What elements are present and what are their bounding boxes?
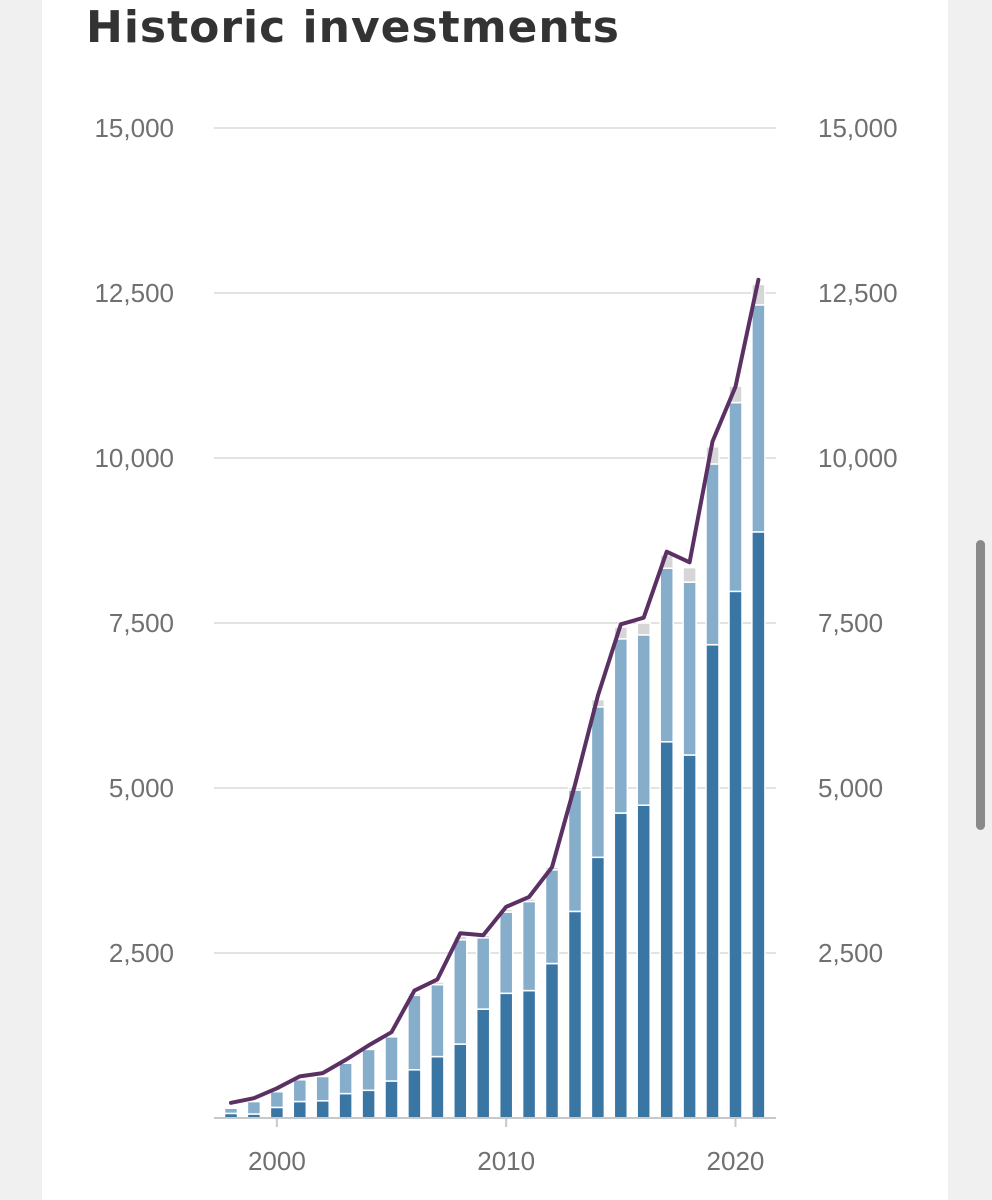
y-tick-label-right: 12,500	[818, 278, 898, 308]
bar-segment-2009-series-2	[475, 937, 491, 1010]
bar-segment-2007-series-2	[430, 983, 445, 1058]
bar-segment-2001-series-1	[292, 1100, 308, 1119]
bar-segment-2021-series-2	[751, 304, 766, 533]
bar-segment-2016-series-2	[636, 634, 651, 806]
bar-segment-2011-series-1	[521, 989, 537, 1119]
y-tick-label-right: 2,500	[818, 938, 883, 968]
bar-segment-2012-series-1	[544, 962, 560, 1119]
y-tick-label-left: 7,500	[109, 608, 174, 638]
bar-segment-1998-series-3	[223, 1106, 239, 1109]
bar-segment-2018-series-1	[682, 754, 697, 1119]
y-tick-label-left: 15,000	[94, 113, 174, 143]
bar-segment-2002-series-2	[315, 1075, 330, 1102]
bar-segment-1998-series-2	[223, 1107, 239, 1115]
y-tick-label-left: 10,000	[94, 443, 174, 473]
y-tick-label-left: 2,500	[109, 938, 174, 968]
y-tick-label-right: 10,000	[818, 443, 898, 473]
bar-segment-2000-series-1	[269, 1106, 285, 1119]
bar-segment-2014-series-2	[590, 706, 606, 859]
bar-segment-2012-series-2	[544, 869, 560, 965]
bar-segment-2005-series-1	[384, 1080, 399, 1119]
bar-segment-2002-series-1	[315, 1100, 330, 1119]
bar-segment-2017-series-2	[659, 567, 674, 743]
bar-segment-2020-series-2	[728, 401, 743, 593]
bar-segment-2003-series-1	[338, 1092, 353, 1119]
total-line-layer	[229, 277, 761, 1105]
bar-segment-2015-series-2	[613, 638, 629, 814]
bar-segment-2019-series-2	[705, 463, 720, 646]
bar-segment-2000-series-2	[269, 1090, 285, 1109]
bar-segment-2008-series-1	[453, 1043, 468, 1119]
x-tick-label: 2020	[707, 1146, 765, 1176]
bar-segment-2014-series-1	[590, 856, 606, 1119]
y-tick-label-right: 7,500	[818, 608, 883, 638]
bar-segment-2011-series-2	[521, 900, 537, 992]
bar-segment-2013-series-1	[567, 910, 583, 1119]
bar-segment-2021-series-1	[751, 531, 766, 1119]
bar-segment-2004-series-2	[361, 1048, 376, 1092]
bar-segment-2006-series-2	[407, 994, 422, 1071]
x-tick-label: 2010	[477, 1146, 535, 1176]
bar-segment-2006-series-1	[407, 1069, 422, 1119]
y-tick-label-left: 12,500	[94, 278, 174, 308]
bar-segment-2004-series-1	[361, 1089, 376, 1119]
bar-segment-2020-series-1	[728, 590, 743, 1119]
bar-segment-2016-series-1	[636, 804, 651, 1119]
bar-segment-2018-series-3	[682, 566, 697, 583]
bar-segment-1999-series-2	[246, 1100, 262, 1115]
bar-segment-2017-series-1	[659, 741, 674, 1119]
bar-segment-2010-series-2	[498, 911, 514, 995]
bar-segment-2016-series-3	[636, 622, 651, 636]
total-line	[229, 277, 761, 1105]
bar-segment-2007-series-1	[430, 1055, 445, 1119]
y-tick-label-right: 15,000	[818, 113, 898, 143]
bar-segment-2009-series-1	[475, 1008, 491, 1119]
grid-lines	[214, 127, 776, 954]
scrollbar[interactable]	[976, 540, 985, 830]
y-tick-label-right: 5,000	[818, 773, 883, 803]
bar-segment-2005-series-2	[384, 1036, 399, 1082]
page-title: Historic investments	[86, 2, 620, 53]
bar-segment-2018-series-2	[682, 581, 697, 756]
bar-stacks	[223, 283, 766, 1119]
bar-segment-2019-series-1	[705, 644, 720, 1119]
bar-segment-2015-series-1	[613, 812, 629, 1119]
axes: 2,500 2,500 5,000 5,000 7,500 7,500 10,000 10,0…	[94, 113, 897, 1176]
chart-card	[42, 0, 948, 1200]
bar-segment-2003-series-2	[338, 1062, 353, 1095]
bar-segment-2010-series-1	[498, 992, 514, 1119]
bar-segment-2001-series-2	[292, 1078, 308, 1103]
x-tick-label: 2000	[248, 1146, 306, 1176]
bar-segment-2008-series-2	[453, 939, 468, 1045]
y-tick-label-left: 5,000	[109, 773, 174, 803]
